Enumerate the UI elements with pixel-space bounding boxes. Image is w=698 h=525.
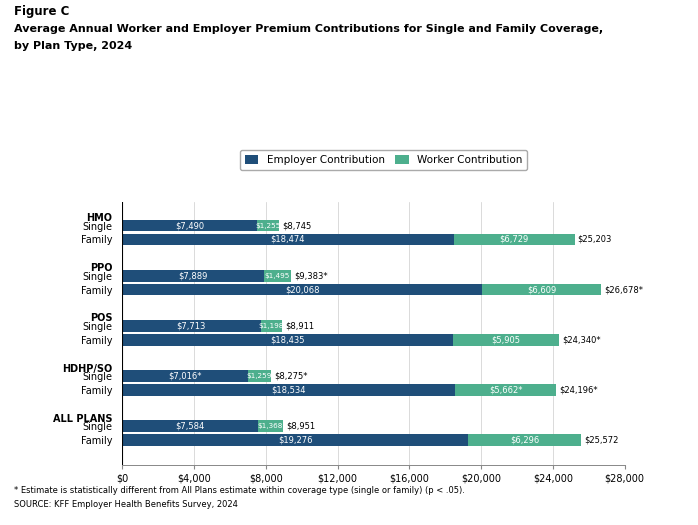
Text: $8,951: $8,951: [286, 422, 315, 430]
Bar: [454, 234, 574, 245]
Bar: [122, 234, 454, 245]
Text: $8,911: $8,911: [285, 321, 314, 330]
Text: $25,203: $25,203: [578, 235, 612, 244]
Text: $20,068: $20,068: [285, 285, 320, 294]
Text: $8,275*: $8,275*: [274, 372, 307, 381]
Text: $24,196*: $24,196*: [560, 385, 598, 394]
Bar: [122, 334, 453, 345]
Bar: [264, 270, 290, 281]
Text: $19,276: $19,276: [278, 436, 313, 445]
Text: $1,495: $1,495: [265, 273, 290, 279]
Bar: [122, 320, 260, 332]
Text: $26,678*: $26,678*: [604, 285, 643, 294]
Text: $18,534: $18,534: [272, 385, 306, 394]
Bar: [453, 334, 559, 345]
Bar: [455, 384, 556, 396]
Text: Figure C: Figure C: [14, 5, 69, 18]
Text: $7,584: $7,584: [176, 422, 205, 430]
Text: $1,259: $1,259: [246, 373, 272, 379]
Text: $6,609: $6,609: [527, 285, 556, 294]
Text: $5,905: $5,905: [491, 335, 521, 344]
Bar: [482, 284, 601, 296]
Bar: [122, 284, 482, 296]
Text: Average Annual Worker and Employer Premium Contributions for Single and Family C: Average Annual Worker and Employer Premi…: [14, 24, 603, 34]
Text: $1,368: $1,368: [258, 423, 283, 429]
Bar: [122, 421, 258, 432]
Text: $25,572: $25,572: [584, 436, 618, 445]
Text: * Estimate is statistically different from All Plans estimate within coverage ty: * Estimate is statistically different fr…: [14, 486, 465, 495]
Text: $1,255: $1,255: [255, 223, 281, 228]
Text: SOURCE: KFF Employer Health Benefits Survey, 2024: SOURCE: KFF Employer Health Benefits Sur…: [14, 500, 238, 509]
Bar: [122, 384, 455, 396]
Legend: Employer Contribution, Worker Contribution: Employer Contribution, Worker Contributi…: [239, 150, 528, 170]
Text: $6,296: $6,296: [510, 436, 540, 445]
Bar: [122, 220, 257, 232]
Text: $9,383*: $9,383*: [294, 271, 327, 280]
Text: $7,490: $7,490: [174, 221, 204, 230]
Text: $18,435: $18,435: [270, 335, 305, 344]
Text: $18,474: $18,474: [271, 235, 305, 244]
Text: $24,340*: $24,340*: [563, 335, 601, 344]
Bar: [258, 421, 283, 432]
Bar: [122, 370, 248, 382]
Text: $8,745: $8,745: [282, 221, 311, 230]
Bar: [257, 220, 279, 232]
Text: $7,713: $7,713: [177, 321, 206, 330]
Bar: [122, 270, 264, 281]
Text: $7,016*: $7,016*: [168, 372, 202, 381]
Text: $7,889: $7,889: [178, 271, 207, 280]
Bar: [122, 434, 468, 446]
Text: by Plan Type, 2024: by Plan Type, 2024: [14, 41, 132, 51]
Bar: [248, 370, 271, 382]
Text: $6,729: $6,729: [500, 235, 529, 244]
Text: $5,662*: $5,662*: [489, 385, 522, 394]
Bar: [468, 434, 581, 446]
Bar: [260, 320, 282, 332]
Text: $1,198: $1,198: [259, 323, 284, 329]
